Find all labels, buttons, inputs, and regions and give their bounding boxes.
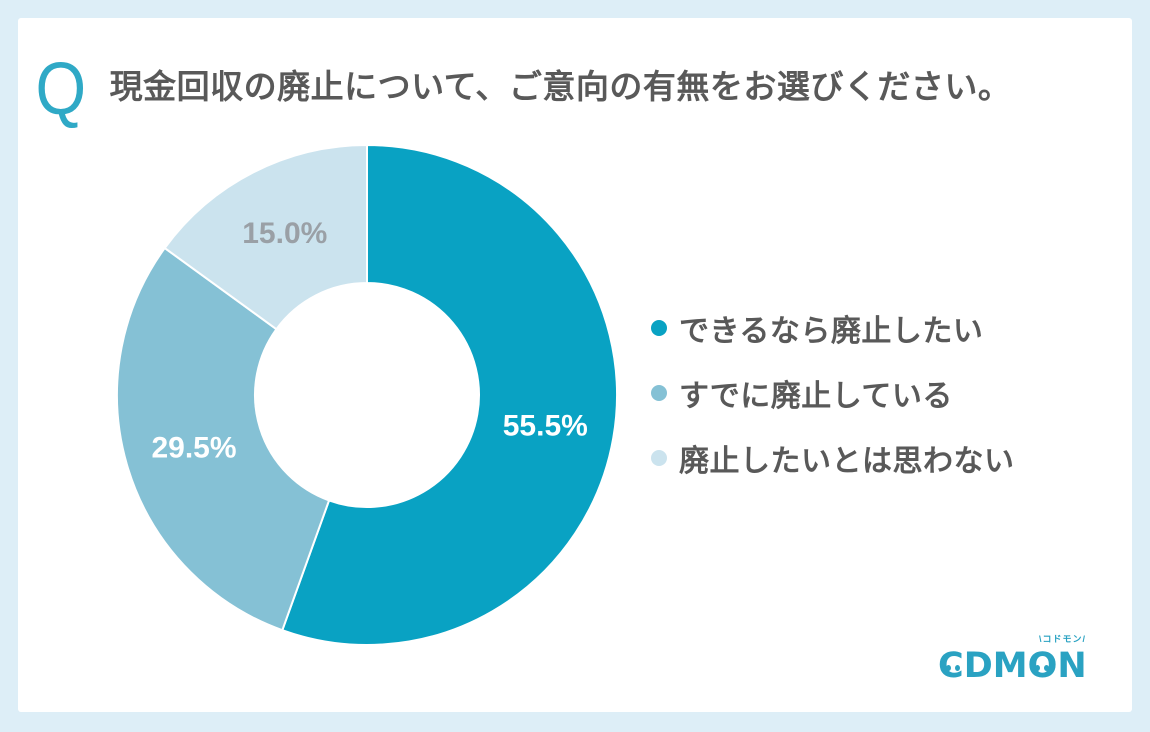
legend-dot-icon-1: [651, 385, 667, 401]
legend-label-2: 廃止したいとは思わない: [679, 445, 1015, 478]
slice-percentage-label-1: 29.5%: [151, 432, 236, 465]
legend-dot-icon-2: [651, 450, 667, 466]
legend-dot-icon-0: [651, 320, 667, 336]
slice-percentage-label-2: 15.0%: [242, 217, 327, 250]
donut-slice-1: [116, 247, 331, 632]
survey-card: Q 現金回収の廃止について、ご意向の有無をお選びください。 55.5% 29.5%…: [18, 18, 1132, 712]
codmon-logo-wordmark: C DMO N: [938, 649, 1087, 684]
donut-slice-0: [281, 144, 618, 646]
legend-item-1: すでに廃止している: [651, 371, 1015, 415]
logo-letters-dm: DM: [963, 646, 1028, 686]
logo-letter-c: C: [938, 646, 964, 686]
codmon-logo-cheer-text: \コドモン/: [1038, 634, 1086, 644]
donut-chart: 55.5% 29.5% 15.0%: [107, 135, 627, 655]
chart-legend: できるなら廃止したい すでに廃止している廃止したいとは思わない: [651, 306, 1015, 480]
codmon-logo: \コドモン/ C DMO N: [938, 632, 1108, 684]
question-header: Q 現金回収の廃止について、ご意向の有無をお選びください。: [32, 47, 1012, 130]
logo-c-eyes-icon: [945, 664, 960, 671]
question-title: 現金回収の廃止について、ご意向の有無をお選びください。: [109, 68, 1012, 106]
question-q-icon: Q: [35, 47, 87, 130]
donut-chart-svg: 55.5% 29.5% 15.0%: [116, 144, 618, 646]
legend-item-0: できるなら廃止したい: [651, 306, 1015, 350]
legend-item-2: 廃止したいとは思わない: [651, 436, 1015, 480]
logo-letter-n: N: [1057, 646, 1087, 686]
logo-o-eyes-icon: [1035, 664, 1050, 671]
legend-label-1: すでに廃止している: [679, 380, 953, 413]
donut-slice-2: [163, 144, 368, 331]
legend-label-0: できるなら廃止したい: [679, 315, 984, 348]
logo-letter-o: O: [1027, 646, 1058, 686]
slice-percentage-label-0: 55.5%: [503, 410, 588, 443]
